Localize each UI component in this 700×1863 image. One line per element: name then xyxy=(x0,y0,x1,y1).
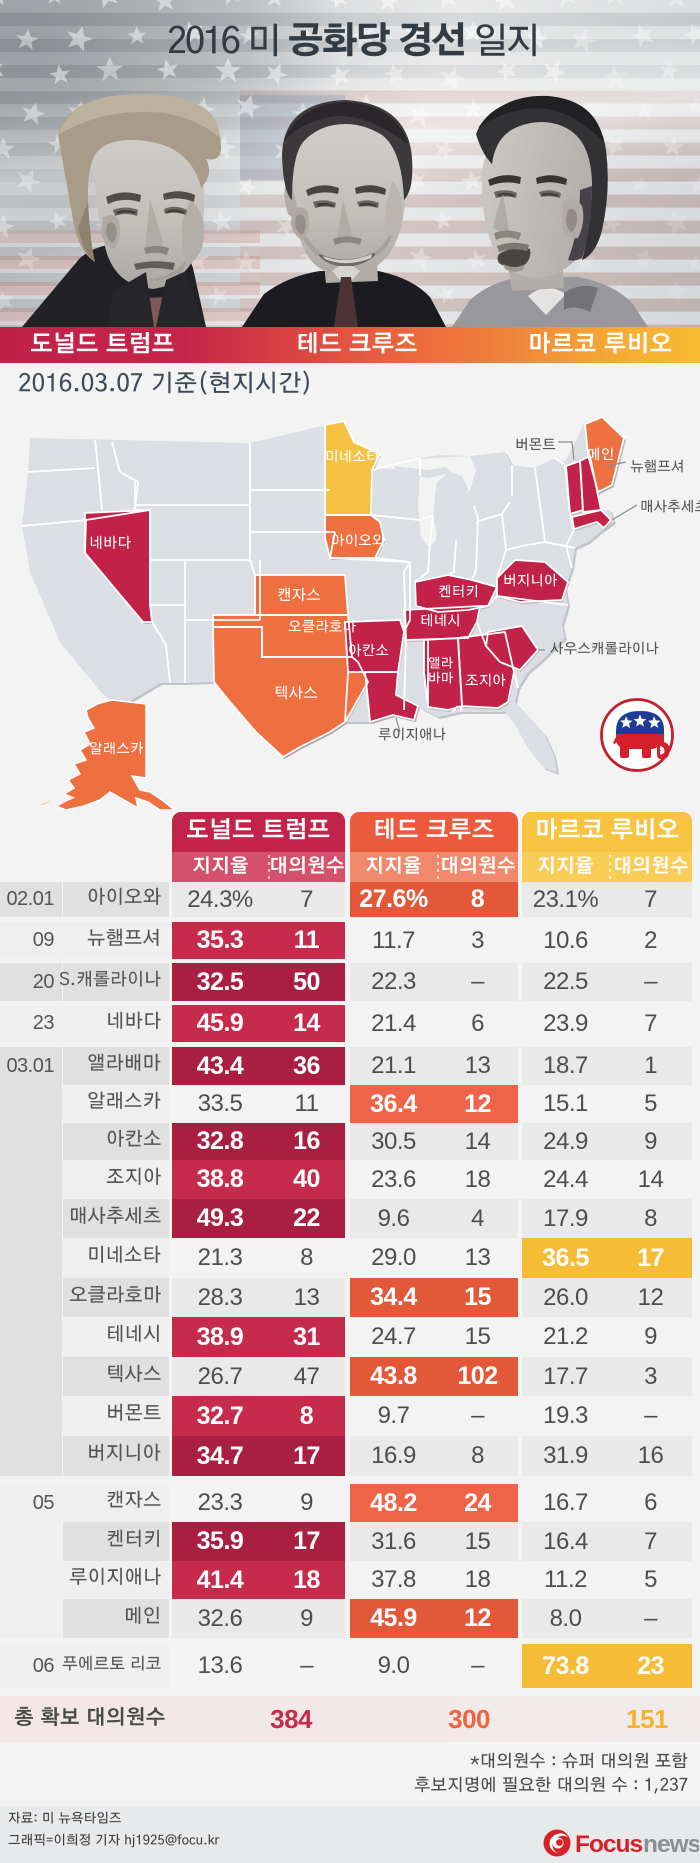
svg-text:Focus: Focus xyxy=(575,1831,643,1858)
svg-text:news: news xyxy=(643,1831,699,1858)
